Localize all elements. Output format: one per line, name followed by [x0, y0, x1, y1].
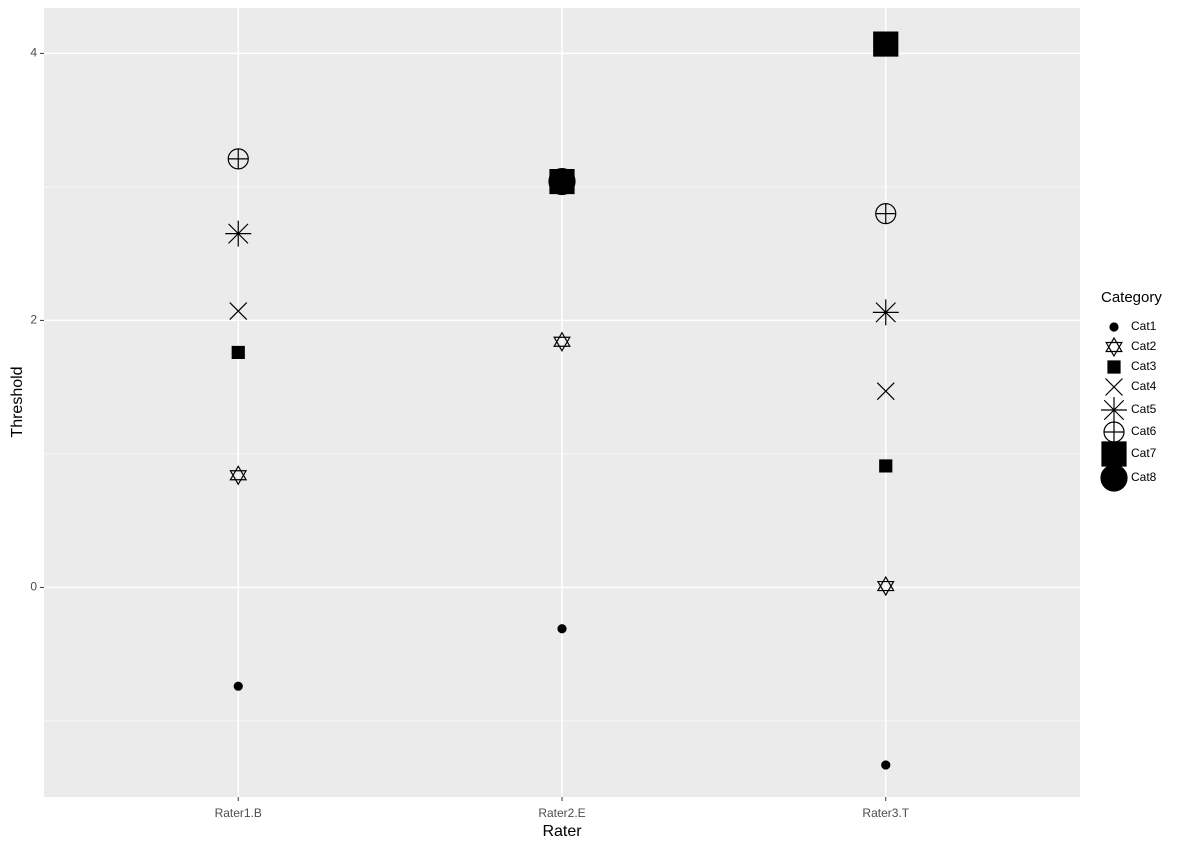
legend-symbol [1100, 464, 1128, 492]
legend-symbol [1105, 336, 1123, 358]
point [229, 302, 248, 320]
x-tick-label: Rater1.B [215, 806, 262, 820]
y-tick-label: 4 [30, 46, 37, 60]
legend-label: Cat5 [1131, 402, 1157, 416]
point [553, 331, 571, 352]
legend-symbol [1107, 360, 1121, 374]
point [872, 299, 899, 326]
legend-label: Cat1 [1131, 319, 1157, 333]
point [875, 202, 897, 225]
point [876, 382, 895, 401]
point [227, 148, 249, 170]
point [557, 624, 567, 634]
y-tick-label: 2 [30, 313, 37, 327]
legend-symbol [1103, 421, 1125, 443]
legend-label: Cat2 [1131, 339, 1157, 353]
legend-symbol [1109, 322, 1119, 332]
x-tick-label: Rater3.T [862, 806, 909, 820]
legend-label: Cat3 [1131, 359, 1157, 373]
legend-label: Cat7 [1131, 446, 1157, 460]
legend-label: Cat6 [1131, 424, 1157, 438]
legend-symbol [1101, 397, 1127, 423]
point [876, 575, 895, 597]
point [548, 167, 576, 196]
y-axis-title: Threshold [9, 366, 26, 437]
x-tick-label: Rater2.E [538, 806, 585, 820]
point [873, 31, 899, 57]
point [879, 459, 893, 473]
legend-label: Cat4 [1131, 379, 1157, 393]
legend-symbol [1101, 441, 1127, 467]
point [229, 465, 248, 486]
legend-label: Cat8 [1131, 470, 1157, 484]
x-axis-title: Rater [542, 823, 582, 840]
y-tick-label: 0 [30, 580, 37, 594]
legend-title: Category [1101, 289, 1162, 306]
legend-symbol [1105, 378, 1123, 396]
point [881, 760, 891, 770]
point [225, 220, 252, 247]
point [233, 681, 243, 691]
point [231, 345, 245, 360]
